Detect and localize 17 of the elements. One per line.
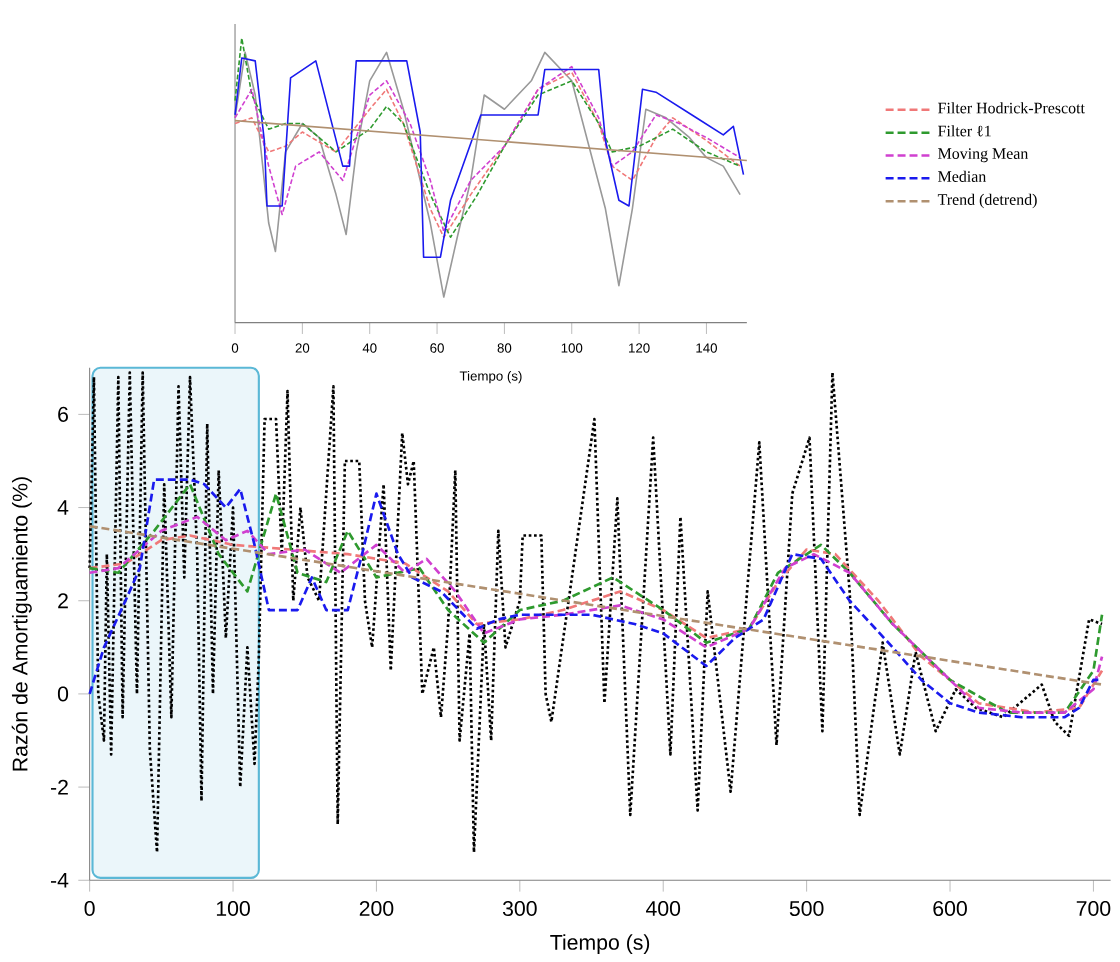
x-tick-label: 500 bbox=[789, 900, 824, 916]
x-tick-label: 700 bbox=[1076, 900, 1111, 916]
x-axis-title: Tiempo (s) bbox=[550, 933, 650, 954]
x-tick-label: 100 bbox=[216, 900, 250, 916]
x-tick-label: 400 bbox=[646, 900, 681, 916]
y-tick-label: 6 bbox=[58, 406, 68, 422]
line-series bbox=[88, 370, 1104, 854]
y-tick-label: 4 bbox=[57, 499, 69, 515]
y-tick-label: -4 bbox=[50, 872, 69, 888]
y-tick-label: -2 bbox=[50, 779, 68, 795]
x-tick-label: 300 bbox=[502, 900, 537, 916]
x-tick-label: 600 bbox=[933, 900, 967, 916]
x-tick-label: 0 bbox=[84, 900, 95, 916]
y-axis-title: Razón de Amortiguamiento (%) bbox=[11, 476, 32, 771]
y-tick-label: 2 bbox=[58, 592, 68, 608]
y-tick-label: 0 bbox=[57, 685, 69, 701]
x-tick-label: 200 bbox=[359, 900, 394, 916]
